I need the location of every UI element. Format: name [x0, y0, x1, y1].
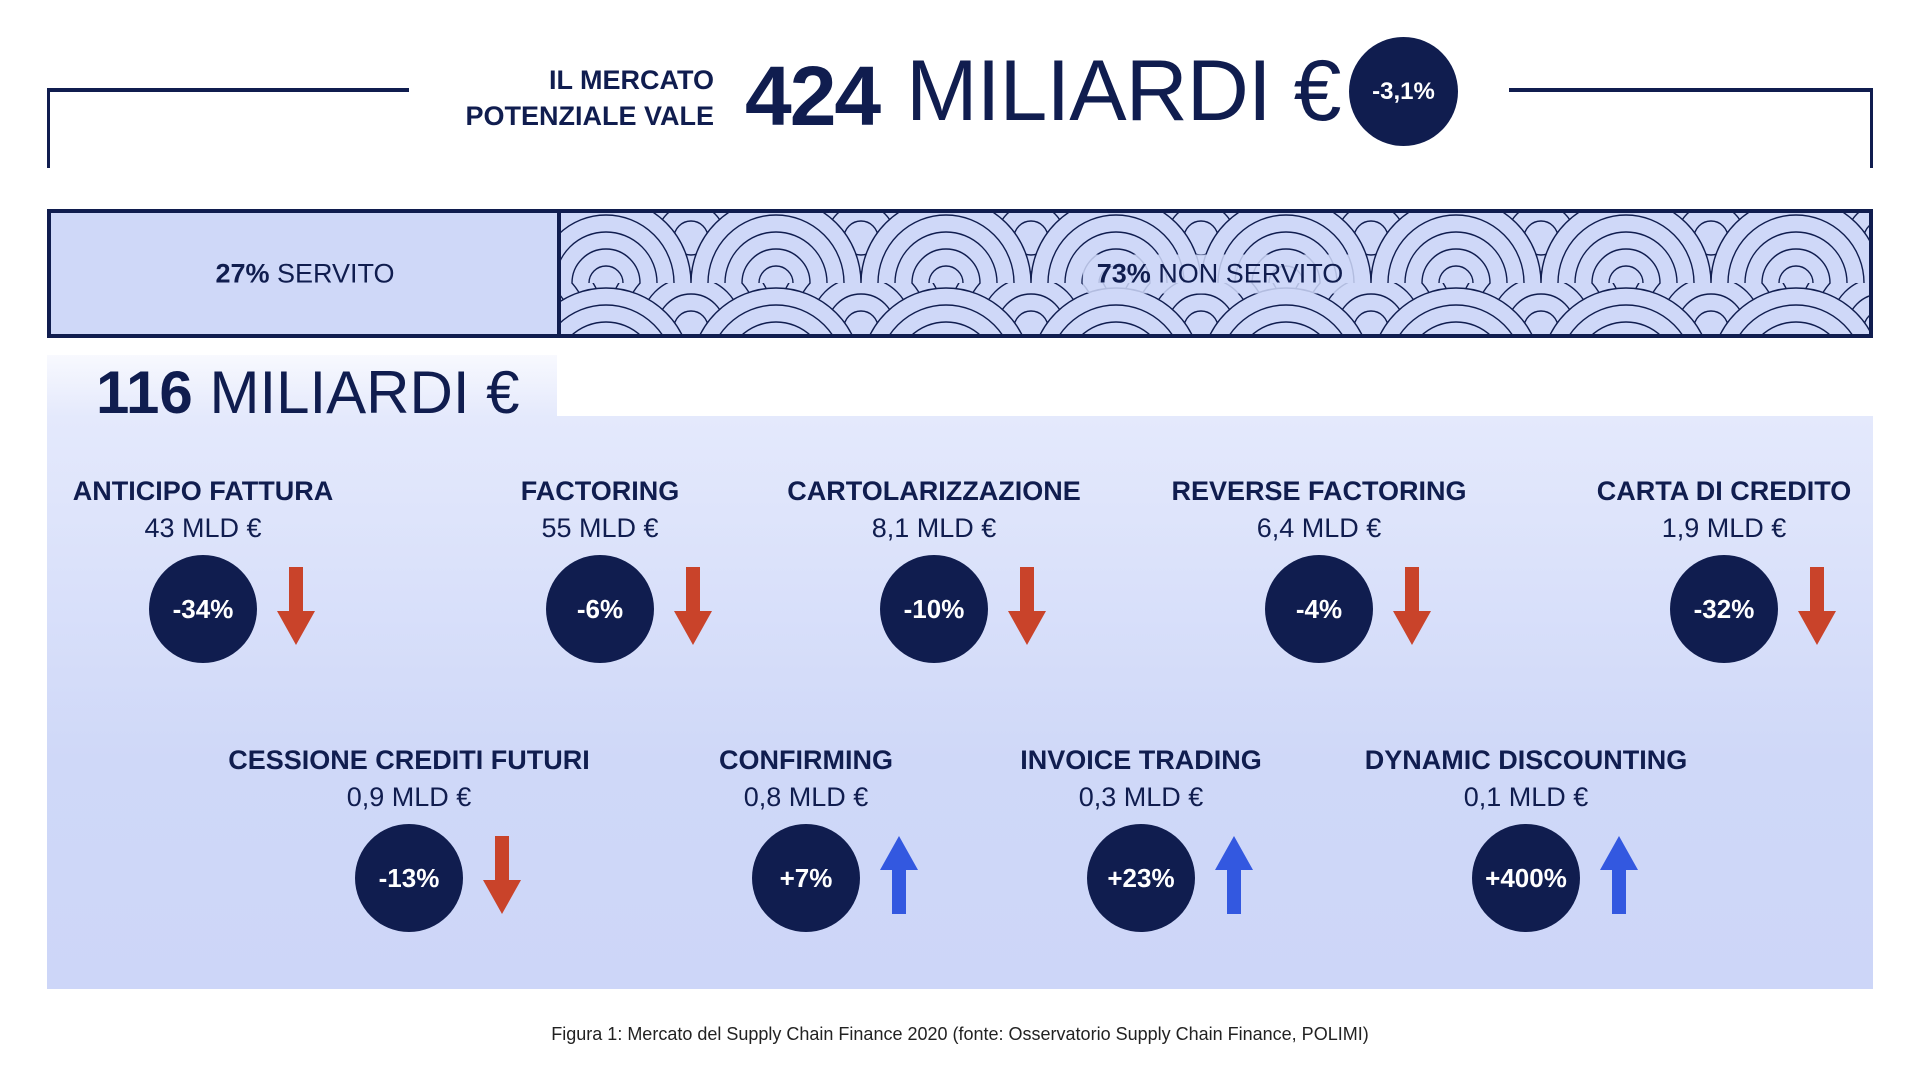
arrow-up-icon [880, 836, 918, 914]
segment-change-badge: +23% [1087, 824, 1195, 932]
segment-title: INVOICE TRADING [1020, 745, 1262, 775]
served-label: 27% SERVITO [215, 258, 394, 289]
segment-value: 0,8 MLD € [743, 782, 869, 812]
segment-change-badge: +400% [1472, 824, 1580, 932]
served-text: SERVITO [277, 258, 395, 288]
segment-change-badge: -13% [355, 824, 463, 932]
header-change-text: -3,1% [1372, 77, 1435, 105]
header-unit: MILIARDI € [906, 43, 1341, 139]
arrow-down-icon [1798, 567, 1836, 645]
segment-change-text: +7% [779, 862, 833, 893]
segment-change-text: -6% [576, 593, 624, 624]
header-label-line1: IL MERCATO [548, 65, 714, 95]
segment-value: 0,1 MLD € [1463, 782, 1589, 812]
figure-caption: Figura 1: Mercato del Supply Chain Finan… [551, 1024, 1369, 1044]
segment-change-text: -10% [903, 593, 965, 624]
segment-change-badge: -34% [149, 555, 257, 663]
served-total-unit: MILIARDI € [209, 359, 520, 426]
segment-title: CONFIRMING [719, 745, 893, 775]
not-served-pct: 73% [1096, 258, 1151, 288]
segment-title: REVERSE FACTORING [1171, 476, 1467, 506]
segment-title: CARTA DI CREDITO [1596, 476, 1852, 506]
served-total-tab [47, 355, 557, 417]
segment-title: DYNAMIC DISCOUNTING [1364, 745, 1688, 775]
market-bar: 27% SERVITO 73% NON SERVITO [47, 209, 1873, 338]
segment-title: CESSIONE CREDITI FUTURI [228, 745, 590, 775]
bracket-right-vertical [1870, 88, 1873, 168]
served-total: 116 MILIARDI € [96, 358, 520, 427]
segment-value: 8,1 MLD € [871, 513, 997, 543]
segment-value: 55 MLD € [541, 513, 659, 543]
bar-divider [557, 213, 561, 334]
segment-change-badge: -6% [546, 555, 654, 663]
segment-value: 0,9 MLD € [346, 782, 472, 812]
segment-change-text: +400% [1485, 862, 1567, 893]
header-change-badge: -3,1% [1349, 37, 1458, 146]
arrow-up-icon [1215, 836, 1253, 914]
not-served-label: 73% NON SERVITO [1082, 254, 1358, 293]
segment-value: 6,4 MLD € [1256, 513, 1382, 543]
segment-change-text: -32% [1693, 593, 1755, 624]
bracket-left-vertical [47, 88, 50, 168]
arrow-down-icon [483, 836, 521, 914]
header-label-line2: POTENZIALE VALE [465, 101, 714, 131]
bracket-right-horizontal [1509, 88, 1873, 92]
segment-change-badge: +7% [752, 824, 860, 932]
segment-change-text: +23% [1107, 862, 1175, 893]
segment-change-badge: -10% [880, 555, 988, 663]
bracket-left-horizontal [47, 88, 409, 92]
arrow-up-icon [1600, 836, 1638, 914]
segment-change-badge: -32% [1670, 555, 1778, 663]
arrow-down-icon [1008, 567, 1046, 645]
segment-change-text: -13% [378, 862, 440, 893]
arrow-down-icon [674, 567, 712, 645]
header-value: 424 [745, 49, 881, 143]
segment-change-text: -4% [1295, 593, 1343, 624]
segment-change-text: -34% [172, 593, 234, 624]
segment-title: FACTORING [520, 476, 680, 506]
not-served-text: NON SERVITO [1158, 258, 1344, 288]
segment-title: CARTOLARIZZAZIONE [787, 476, 1081, 506]
segment-value: 43 MLD € [144, 513, 262, 543]
arrow-down-icon [277, 567, 315, 645]
served-total-value: 116 [96, 359, 193, 426]
arrow-down-icon [1393, 567, 1431, 645]
segment-value: 0,3 MLD € [1078, 782, 1204, 812]
segment-change-badge: -4% [1265, 555, 1373, 663]
header-label: IL MERCATO POTENZIALE VALE [465, 62, 714, 134]
segment-title: ANTICIPO FATTURA [72, 476, 334, 506]
segment-value: 1,9 MLD € [1661, 513, 1787, 543]
served-pct: 27% [215, 258, 270, 288]
